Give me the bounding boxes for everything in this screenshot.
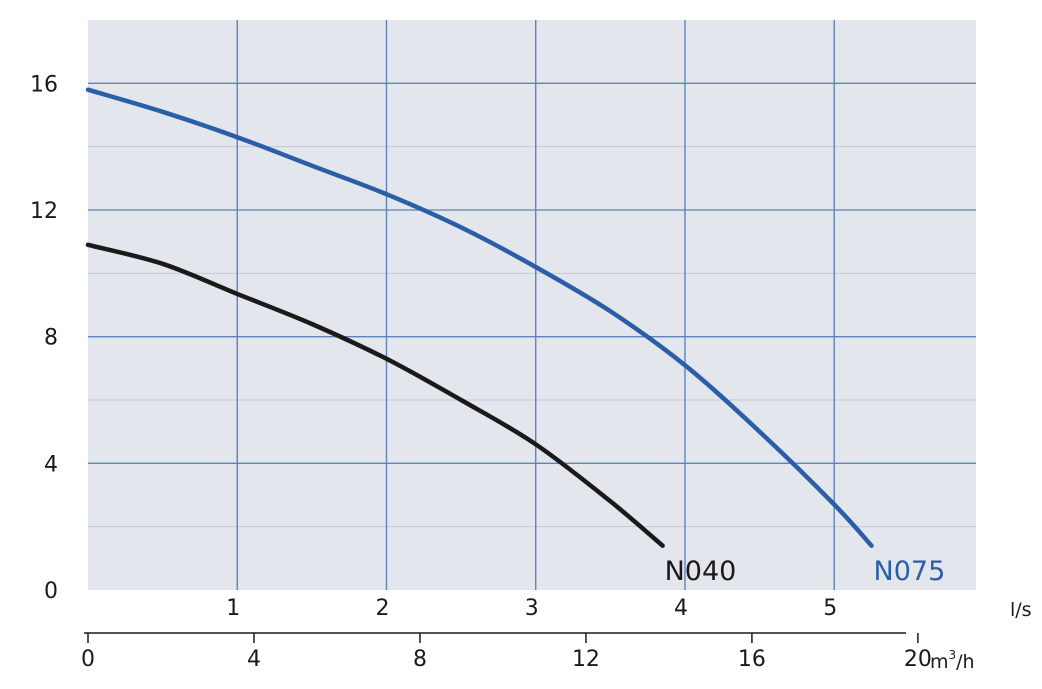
curve-n075	[85, 87, 874, 548]
series-label-n075: N075	[874, 556, 946, 587]
y-tick-label: 8	[44, 326, 58, 351]
y-tick-label: 16	[30, 72, 58, 97]
plot-area	[88, 20, 976, 590]
series-label-n040: N040	[665, 556, 737, 587]
curve-n040	[85, 242, 665, 548]
x-secondary-tick-label: 8	[413, 647, 427, 672]
y-tick-label: 12	[30, 199, 58, 224]
x-secondary-tick-label: 4	[247, 647, 261, 672]
x-axis-primary-unit: l/s	[1010, 599, 1032, 621]
y-axis-ticks: 0 4 8 12 16	[30, 72, 58, 604]
x-primary-tick-label: 5	[823, 596, 837, 621]
x-secondary-tick-label: 20	[904, 647, 932, 672]
x-secondary-tick-label: 12	[572, 647, 600, 672]
x-axis-primary-ticks: 1 2 3 4 5	[226, 596, 837, 621]
x-secondary-tick-label: 0	[81, 647, 95, 672]
y-tick-label: 0	[44, 579, 58, 604]
y-tick-label: 4	[44, 452, 58, 477]
grid-lines	[88, 20, 976, 590]
x-axis-secondary-unit: m3/h	[930, 648, 975, 673]
x-primary-tick-label: 2	[375, 596, 389, 621]
curves: N040 N075	[85, 87, 946, 587]
x-primary-tick-label: 4	[674, 596, 688, 621]
x-primary-tick-label: 1	[226, 596, 240, 621]
x-primary-tick-label: 3	[525, 596, 539, 621]
x-secondary-tick-label: 16	[738, 647, 766, 672]
x-axis-secondary-ticks: 0 4 8 12 16 20	[81, 633, 932, 672]
